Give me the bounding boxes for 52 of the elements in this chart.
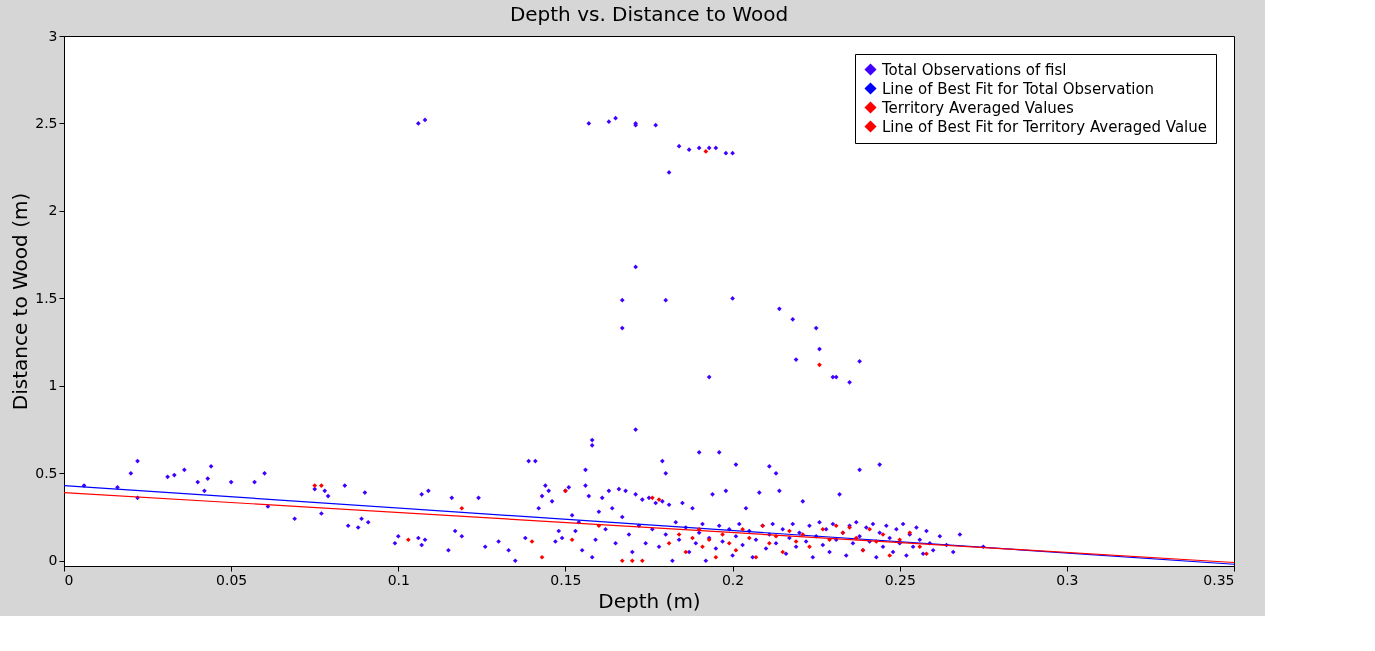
y-tick-label: 1.5 (35, 289, 58, 306)
point (312, 483, 318, 488)
y-tick-label: 2 (48, 202, 58, 219)
point (924, 551, 929, 557)
point (867, 526, 872, 532)
y-tick-label: 1 (48, 377, 58, 394)
point (629, 558, 635, 564)
point (650, 495, 655, 501)
x-tick-label: 0 (64, 571, 74, 588)
point (853, 535, 859, 541)
x-tick-label: 0.05 (216, 571, 248, 588)
x-tick-label: 0.25 (884, 571, 916, 588)
point (569, 537, 575, 543)
y-tick-label: 0.5 (35, 464, 58, 481)
point (720, 532, 725, 537)
point (639, 558, 645, 564)
point (539, 554, 545, 560)
y-tick-label: 3 (48, 27, 58, 44)
x-axis-title: Depth (m) (598, 588, 701, 613)
point (740, 526, 745, 532)
legend-label: Line of Best Fit for Territory Averaged Value (882, 117, 1208, 136)
point (405, 537, 411, 543)
point (887, 553, 893, 558)
y-axis-title: Distance to Wood (m) (8, 192, 33, 411)
x-tick-label: 0.3 (1056, 571, 1079, 588)
y-tick-label: 0 (48, 552, 58, 569)
chart-title: Depth vs. Distance to Wood (509, 2, 789, 26)
point (807, 544, 812, 550)
legend-label: Total Observations of fisl (881, 60, 1067, 79)
y-tick-label: 2.5 (35, 114, 58, 131)
point (666, 540, 672, 546)
point (733, 547, 739, 553)
x-tick-label: 0.15 (550, 571, 582, 588)
legend-label: Territory Averaged Values (881, 98, 1075, 117)
point (917, 544, 923, 550)
point (713, 554, 719, 560)
point (703, 149, 709, 154)
point (459, 505, 465, 511)
point (753, 554, 759, 560)
point (746, 535, 752, 541)
point (619, 558, 625, 564)
x-tick-label: 0.35 (1203, 571, 1235, 588)
point (319, 483, 324, 488)
point (700, 544, 705, 550)
x-tick-label: 0.1 (387, 571, 410, 588)
x-tick-label: 0.2 (721, 571, 745, 588)
point (827, 537, 832, 543)
point (800, 532, 806, 537)
point (767, 540, 772, 546)
point (817, 362, 822, 368)
point (726, 540, 732, 546)
legend-label: Line of Best Fit for Total Observation (882, 79, 1155, 98)
